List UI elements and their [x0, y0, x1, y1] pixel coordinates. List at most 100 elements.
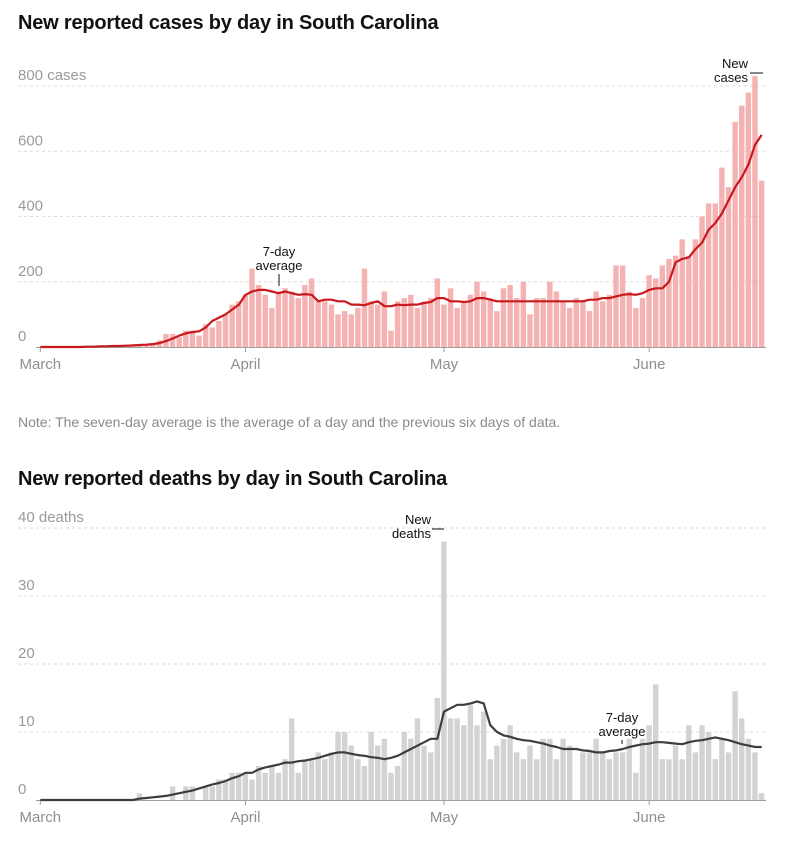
cases-bar — [705, 203, 712, 347]
cases-bar — [236, 301, 242, 347]
cases-bar — [461, 301, 467, 347]
deaths-bar — [375, 745, 381, 800]
cases-bar — [176, 337, 182, 347]
cases-bar — [520, 281, 527, 347]
cases-bar — [659, 265, 666, 347]
deaths-bar — [361, 766, 368, 800]
deaths-bar — [752, 752, 758, 800]
cases-bar — [282, 288, 288, 347]
cases-bar — [593, 291, 599, 347]
deaths-bar — [341, 732, 348, 800]
cases-bar — [216, 320, 222, 347]
deaths-bar — [699, 725, 705, 800]
cases-bar — [507, 285, 513, 347]
deaths-bar — [745, 738, 752, 800]
deaths-bar — [229, 772, 235, 800]
deaths-bar — [454, 718, 460, 800]
cases-bar — [394, 301, 401, 347]
cases-bar — [692, 239, 699, 347]
deaths-bar — [514, 752, 520, 800]
deaths-bar — [169, 786, 176, 800]
cases-bar — [719, 167, 725, 347]
deaths-bar — [507, 725, 513, 800]
deaths-bar — [686, 725, 692, 800]
deaths-bar — [355, 759, 361, 800]
cases-bar — [262, 294, 268, 347]
deaths-bar — [202, 786, 209, 800]
deaths-bar — [619, 752, 626, 800]
cases-bar — [566, 307, 573, 347]
deaths-bar — [368, 732, 374, 800]
deaths-bar — [672, 745, 679, 800]
cases-bar — [169, 333, 176, 347]
cases-bar — [626, 291, 632, 347]
cases-bar — [527, 314, 533, 347]
cases-bar — [679, 239, 685, 347]
cases-x-tick-label: June — [633, 356, 666, 373]
cases-bar — [381, 291, 388, 347]
deaths-bar — [467, 704, 474, 800]
cases-bar — [613, 265, 619, 347]
deaths-bar — [719, 738, 725, 800]
cases-bar — [348, 314, 354, 347]
cases-bar — [229, 304, 235, 347]
deaths-bar — [659, 759, 666, 800]
deaths-avg-annotation-line1: 7-day — [606, 710, 639, 725]
cases-bar — [322, 301, 328, 347]
deaths-bar — [189, 786, 196, 800]
cases-bar — [672, 255, 679, 347]
cases-bar — [699, 216, 705, 347]
cases-bar — [341, 311, 348, 347]
cases-bars-annotation-line1: New — [722, 56, 749, 71]
cases-bar — [573, 298, 579, 347]
cases-bar — [255, 285, 262, 347]
deaths-bar — [434, 698, 441, 800]
deaths-bar — [732, 691, 738, 800]
cases-bar — [560, 301, 566, 347]
cases-bar — [209, 327, 215, 347]
cases-bar — [467, 294, 474, 347]
deaths-bar — [600, 752, 606, 800]
deaths-y-tick-label: 20 — [18, 645, 35, 662]
cases-bar — [454, 307, 460, 347]
cases-bar — [732, 121, 738, 347]
cases-bar — [553, 291, 560, 347]
cases-bar — [652, 278, 659, 347]
cases-bar — [666, 258, 672, 347]
cases-bar — [202, 324, 209, 347]
deaths-bar — [322, 759, 328, 800]
cases-bar — [388, 330, 394, 347]
cases-chart-title: New reported cases by day in South Carol… — [18, 12, 439, 34]
cases-bars-annotation-line2: cases — [714, 70, 748, 85]
cases-bar — [712, 203, 718, 347]
deaths-bar — [408, 738, 414, 800]
deaths-bar — [222, 779, 229, 800]
deaths-bar — [553, 759, 560, 800]
deaths-bar — [295, 772, 302, 800]
deaths-bar — [739, 718, 745, 800]
deaths-bars-annotation-line1: New — [405, 512, 432, 527]
deaths-bar — [394, 766, 401, 800]
deaths-bar — [209, 786, 215, 800]
deaths-y-tick-label: 40 deaths — [18, 509, 84, 526]
deaths-bar — [520, 759, 527, 800]
cases-bar — [752, 76, 758, 348]
deaths-y-tick-label: 10 — [18, 713, 35, 730]
deaths-bar — [242, 772, 249, 800]
deaths-avg-annotation-line2: average — [599, 724, 646, 739]
deaths-y-tick-label: 0 — [18, 781, 26, 798]
deaths-bar — [381, 738, 388, 800]
cases-bar — [302, 285, 308, 347]
cases-bar — [474, 281, 480, 347]
deaths-bar — [533, 759, 540, 800]
deaths-x-tick-label: March — [19, 809, 61, 826]
cases-x-tick-label: March — [19, 356, 61, 373]
deaths-bar — [269, 766, 275, 800]
deaths-bar — [494, 745, 500, 800]
chart-note: Note: The seven-day average is the avera… — [18, 414, 561, 430]
deaths-bar — [401, 732, 407, 800]
cases-bar — [361, 268, 368, 347]
cases-y-tick-label: 600 — [18, 132, 43, 149]
cases-bar — [434, 278, 441, 347]
